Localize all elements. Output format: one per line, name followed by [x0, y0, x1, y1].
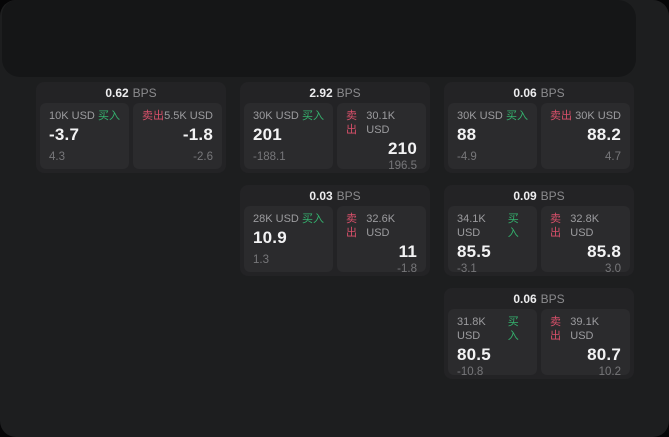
- card-header: 0.09 BPS: [448, 185, 630, 206]
- quote-card-2: 2.92 BPS 30K USD 买入 201 -188.1 卖出 30.1K …: [240, 82, 430, 173]
- sell-price: 85.8: [587, 242, 621, 261]
- buy-panel[interactable]: 30K USD 买入 88 -4.9: [448, 103, 537, 169]
- buy-price: 88: [457, 125, 477, 144]
- quote-card-1: 0.62 BPS 10K USD 买入 -3.7 4.3 卖出 5.5K USD…: [36, 82, 226, 173]
- buy-tag: 买入: [302, 110, 324, 122]
- bps-value: 0.62: [105, 85, 129, 100]
- sell-notional: 32.6K USD: [366, 213, 396, 239]
- buy-price: 10.9: [253, 228, 287, 247]
- sell-tag: 卖出: [142, 110, 164, 122]
- sell-tag: 卖出: [346, 110, 357, 136]
- buy-sub-value: -10.8: [457, 366, 484, 378]
- sell-notional: 39.1K USD: [570, 316, 600, 342]
- buy-notional: 31.8K USD: [457, 316, 486, 342]
- buy-sub-value: 4.3: [49, 151, 65, 163]
- sell-panel[interactable]: 卖出 39.1K USD 80.7 10.2: [541, 309, 630, 378]
- sell-sub-value: 4.7: [605, 151, 621, 163]
- buy-tag: 买入: [98, 110, 120, 122]
- quote-panels: 30K USD 买入 201 -188.1 卖出 30.1K USD 210 1…: [244, 103, 426, 172]
- card-header: 0.06 BPS: [448, 82, 630, 103]
- top-panel: [2, 0, 636, 77]
- buy-sub-value: -188.1: [253, 151, 286, 163]
- bps-unit: BPS: [336, 188, 361, 203]
- buy-sub-value: -3.1: [457, 263, 477, 275]
- buy-panel[interactable]: 30K USD 买入 201 -188.1: [244, 103, 333, 169]
- buy-notional: 28K USD: [253, 213, 299, 225]
- buy-notional: 34.1K USD: [457, 213, 486, 239]
- quote-panels: 31.8K USD 买入 80.5 -10.8 卖出 39.1K USD 80.…: [448, 309, 630, 378]
- bps-unit: BPS: [540, 291, 565, 306]
- bps-unit: BPS: [336, 85, 361, 100]
- quote-card-3: 0.06 BPS 30K USD 买入 88 -4.9 卖出 30K USD 8…: [444, 82, 634, 173]
- bps-value: 0.06: [513, 291, 537, 306]
- buy-sub-value: -4.9: [457, 151, 477, 163]
- buy-price: -3.7: [49, 125, 80, 144]
- quote-card-6: 0.06 BPS 31.8K USD 买入 80.5 -10.8 卖出 39.1…: [444, 288, 634, 379]
- buy-panel[interactable]: 10K USD 买入 -3.7 4.3: [40, 103, 129, 169]
- card-header: 0.62 BPS: [40, 82, 222, 103]
- sell-panel[interactable]: 卖出 32.8K USD 85.8 3.0: [541, 206, 630, 275]
- bps-value: 0.09: [513, 188, 537, 203]
- sell-price: 210: [388, 139, 417, 158]
- sell-panel[interactable]: 卖出 30.1K USD 210 196.5: [337, 103, 426, 172]
- sell-tag: 卖出: [550, 110, 572, 122]
- buy-notional: 30K USD: [457, 110, 503, 122]
- sell-sub-value: 196.5: [388, 160, 417, 172]
- sell-tag: 卖出: [346, 213, 357, 239]
- buy-price: 201: [253, 125, 282, 144]
- buy-panel[interactable]: 31.8K USD 买入 80.5 -10.8: [448, 309, 537, 378]
- sell-notional: 30K USD: [575, 110, 621, 122]
- sell-tag: 卖出: [550, 316, 561, 342]
- bps-unit: BPS: [540, 85, 565, 100]
- buy-tag: 买入: [507, 316, 519, 342]
- quote-card-5: 0.09 BPS 34.1K USD 买入 85.5 -3.1 卖出 32.8K…: [444, 185, 634, 276]
- card-header: 0.03 BPS: [244, 185, 426, 206]
- bps-unit: BPS: [540, 188, 565, 203]
- bps-value: 0.06: [513, 85, 537, 100]
- quote-panels: 30K USD 买入 88 -4.9 卖出 30K USD 88.2 4.7: [448, 103, 630, 169]
- buy-panel[interactable]: 34.1K USD 买入 85.5 -3.1: [448, 206, 537, 275]
- sell-price: 11: [398, 242, 417, 261]
- bps-unit: BPS: [132, 85, 157, 100]
- sell-panel[interactable]: 卖出 5.5K USD -1.8 -2.6: [133, 103, 222, 169]
- card-header: 2.92 BPS: [244, 82, 426, 103]
- sell-sub-value: -2.6: [193, 151, 213, 163]
- sell-price: 80.7: [587, 345, 621, 364]
- sell-price: -1.8: [182, 125, 213, 144]
- buy-sub-value: 1.3: [253, 254, 269, 266]
- bps-value: 2.92: [309, 85, 333, 100]
- quote-panels: 28K USD 买入 10.9 1.3 卖出 32.6K USD 11 -1.8: [244, 206, 426, 275]
- sell-panel[interactable]: 卖出 30K USD 88.2 4.7: [541, 103, 630, 169]
- buy-tag: 买入: [506, 110, 528, 122]
- buy-price: 80.5: [457, 345, 491, 364]
- buy-price: 85.5: [457, 242, 491, 261]
- buy-notional: 30K USD: [253, 110, 299, 122]
- quote-panels: 34.1K USD 买入 85.5 -3.1 卖出 32.8K USD 85.8…: [448, 206, 630, 275]
- buy-tag: 买入: [302, 213, 324, 225]
- sell-price: 88.2: [587, 125, 621, 144]
- sell-sub-value: -1.8: [397, 263, 417, 275]
- sell-notional: 5.5K USD: [164, 110, 213, 122]
- quote-panels: 10K USD 买入 -3.7 4.3 卖出 5.5K USD -1.8 -2.…: [40, 103, 222, 169]
- quote-card-4: 0.03 BPS 28K USD 买入 10.9 1.3 卖出 32.6K US…: [240, 185, 430, 276]
- buy-notional: 10K USD: [49, 110, 95, 122]
- buy-tag: 买入: [507, 213, 519, 239]
- sell-sub-value: 3.0: [605, 263, 621, 275]
- sell-sub-value: 10.2: [598, 366, 621, 378]
- sell-panel[interactable]: 卖出 32.6K USD 11 -1.8: [337, 206, 426, 275]
- card-header: 0.06 BPS: [448, 288, 630, 309]
- bps-value: 0.03: [309, 188, 333, 203]
- sell-tag: 卖出: [550, 213, 561, 239]
- buy-panel[interactable]: 28K USD 买入 10.9 1.3: [244, 206, 333, 272]
- sell-notional: 32.8K USD: [570, 213, 600, 239]
- sell-notional: 30.1K USD: [366, 110, 396, 136]
